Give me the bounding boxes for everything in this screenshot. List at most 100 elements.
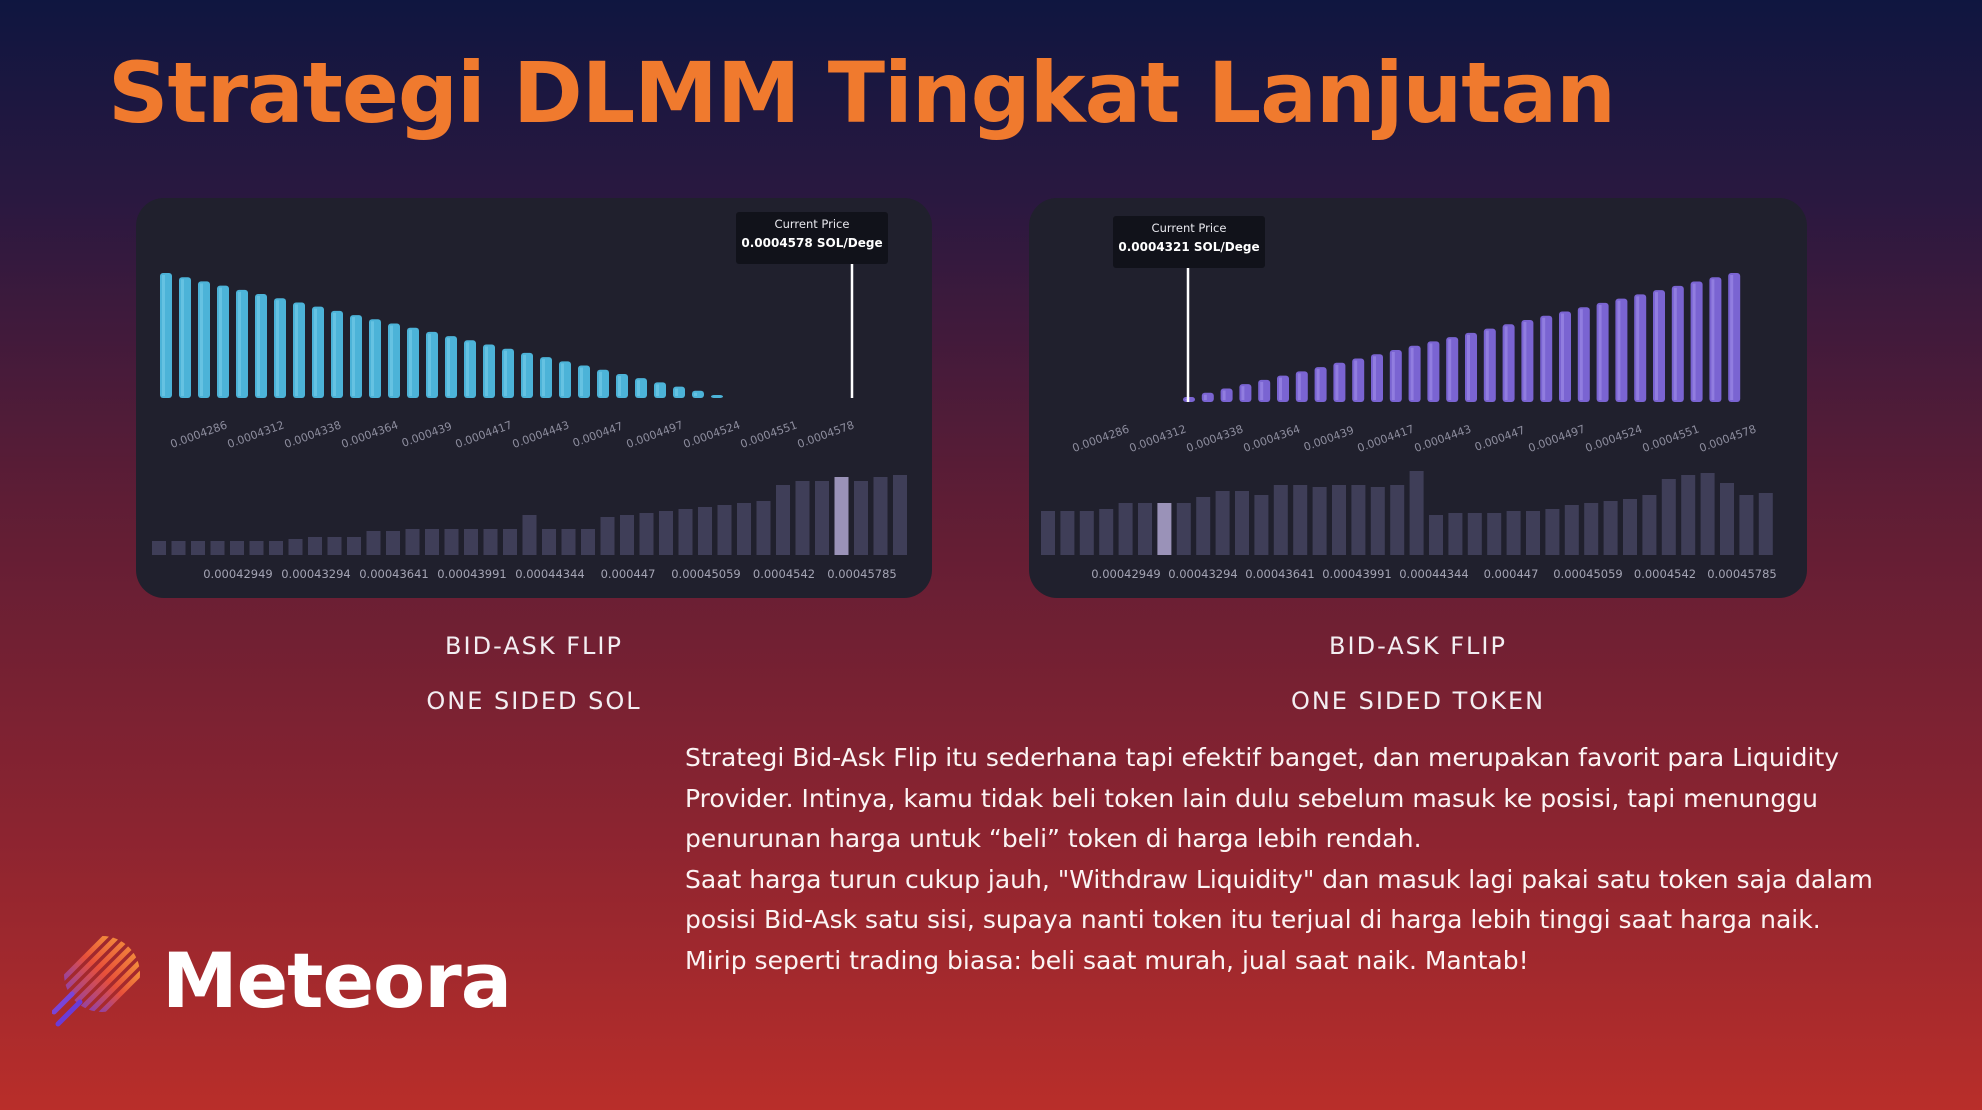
liquidity-bar-highlight xyxy=(618,375,621,396)
top-tick-label: 0.000447 xyxy=(571,420,625,450)
liquidity-bar xyxy=(1333,362,1346,402)
top-tick-label: 0.000447 xyxy=(1473,424,1527,454)
liquidity-chart-token: Current Price 0.0004321 SOL/Dege 0.0004286… xyxy=(1041,216,1777,581)
volume-bar xyxy=(561,529,576,555)
volume-bar xyxy=(659,511,673,555)
liquidity-bar-highlight xyxy=(675,388,678,396)
liquidity-bar xyxy=(1671,285,1684,402)
liquidity-bar-highlight xyxy=(656,384,659,396)
volume-bar xyxy=(600,517,615,555)
liquidity-bar-highlight xyxy=(1467,334,1470,400)
liquidity-bar-highlight xyxy=(1561,313,1564,400)
liquidity-bar-highlight xyxy=(238,291,241,396)
top-tick-label: 0.0004578 xyxy=(796,418,856,451)
liquidity-bar-highlight xyxy=(200,283,203,396)
meteora-logo-icon xyxy=(52,936,140,1027)
volume-bar xyxy=(425,529,439,555)
liquidity-bar xyxy=(1521,320,1534,402)
liquidity-bar-highlight xyxy=(1279,377,1282,400)
liquidity-bar-highlight xyxy=(1692,283,1696,400)
top-tick-label: 0.0004443 xyxy=(1413,422,1473,455)
liquidity-bar-highlight xyxy=(333,312,336,396)
liquidity-bar-highlight xyxy=(542,359,545,396)
liquidity-bar xyxy=(407,327,419,398)
liquidity-bar xyxy=(521,352,533,398)
page-title: Strategi DLMM Tingkat Lanjutan xyxy=(108,44,1616,142)
top-tick-label: 0.0004312 xyxy=(1128,422,1188,455)
top-tick-label: 0.0004338 xyxy=(283,418,343,451)
volume-bar xyxy=(1254,495,1269,555)
liquidity-bar-highlight xyxy=(694,392,697,396)
liquidity-bar-highlight xyxy=(580,367,583,396)
liquidity-bar xyxy=(711,395,723,398)
liquidity-bar xyxy=(160,273,172,398)
liquidity-bar-highlight xyxy=(1636,296,1640,400)
bottom-tick-label: 0.00044344 xyxy=(515,567,585,581)
volume-bar xyxy=(464,529,478,555)
liquidity-bar-highlight xyxy=(1185,399,1188,400)
volume-bar xyxy=(1739,495,1754,555)
liquidity-bar xyxy=(312,306,324,398)
liquidity-bar xyxy=(274,298,286,398)
volume-bar xyxy=(1720,483,1734,555)
liquidity-bar-highlight xyxy=(371,321,374,396)
liquidity-bar xyxy=(1690,281,1703,402)
liquidity-bar-highlight xyxy=(599,371,602,396)
volume-bar xyxy=(191,541,205,555)
liquidity-bar-highlight xyxy=(1410,347,1414,400)
volume-bar xyxy=(1487,513,1502,555)
volume-bar xyxy=(1642,495,1657,555)
liquidity-bar-highlight xyxy=(162,275,165,396)
volume-bar xyxy=(678,509,693,555)
liquidity-bar-highlight xyxy=(276,300,279,396)
bottom-tick-label: 0.00043641 xyxy=(1245,567,1315,581)
liquidity-bar xyxy=(1465,332,1477,402)
liquidity-bar xyxy=(1352,358,1365,402)
liquidity-bar xyxy=(540,357,552,398)
volume-bar xyxy=(756,501,771,555)
top-tick-label: 0.0004286 xyxy=(1071,422,1131,455)
strategy-label-token: BID-ASK FLIP xyxy=(1329,632,1507,660)
side-label-token: ONE SIDED TOKEN xyxy=(1290,687,1546,715)
bottom-tick-label: 0.000447 xyxy=(601,567,656,581)
volume-bar xyxy=(1623,499,1637,555)
description-paragraph: Saat harga turun cukup jauh, "Withdraw L… xyxy=(685,864,1873,935)
liquidity-bar-highlight xyxy=(1523,322,1527,400)
liquidity-bar xyxy=(1709,277,1722,402)
liquidity-bar xyxy=(1314,367,1327,402)
liquidity-bar-highlight xyxy=(1542,317,1546,400)
current-price-value: 0.0004321 SOL/Dege xyxy=(1118,240,1259,254)
volume-bar xyxy=(1681,475,1696,555)
liquidity-bar xyxy=(578,365,590,398)
top-tick-label: 0.0004497 xyxy=(625,418,685,451)
top-tick-label: 0.0004312 xyxy=(226,418,286,451)
bottom-tick-label: 0.00043294 xyxy=(1168,567,1238,581)
liquidity-bar-highlight xyxy=(1391,351,1395,400)
volume-bar xyxy=(1409,471,1424,555)
liquidity-bar xyxy=(1615,298,1628,402)
liquidity-bar xyxy=(1559,311,1571,402)
liquidity-bar-highlight xyxy=(1203,394,1207,400)
chart-panel-token: Current Price 0.0004321 SOL/Dege 0.0004286… xyxy=(1029,198,1807,598)
volume-bar xyxy=(1215,491,1230,555)
current-price-value: 0.0004578 SOL/Dege xyxy=(741,236,882,250)
liquidity-bar xyxy=(350,315,362,398)
bottom-tick-label: 0.0004542 xyxy=(1634,567,1696,581)
bottom-tick-label: 0.00043294 xyxy=(281,567,351,581)
current-price-tooltip xyxy=(736,212,888,264)
volume-bar xyxy=(737,503,751,555)
liquidity-bar xyxy=(635,378,647,398)
volume-bar xyxy=(152,541,166,555)
top-tick-label: 0.0004524 xyxy=(682,418,742,451)
volume-bar xyxy=(405,529,420,555)
top-tick-label: 0.0004338 xyxy=(1185,422,1245,455)
volume-bar xyxy=(834,477,849,555)
liquidity-bar xyxy=(1653,290,1665,402)
liquidity-bar-highlight xyxy=(1579,309,1583,400)
top-tick-label: 0.0004524 xyxy=(1584,422,1644,455)
top-tick-label: 0.000439 xyxy=(400,420,454,450)
volume-bar xyxy=(1332,485,1346,555)
liquidity-bar xyxy=(502,348,514,398)
liquidity-bar xyxy=(1596,302,1609,402)
strategy-label-sol: BID-ASK FLIP xyxy=(445,632,623,660)
